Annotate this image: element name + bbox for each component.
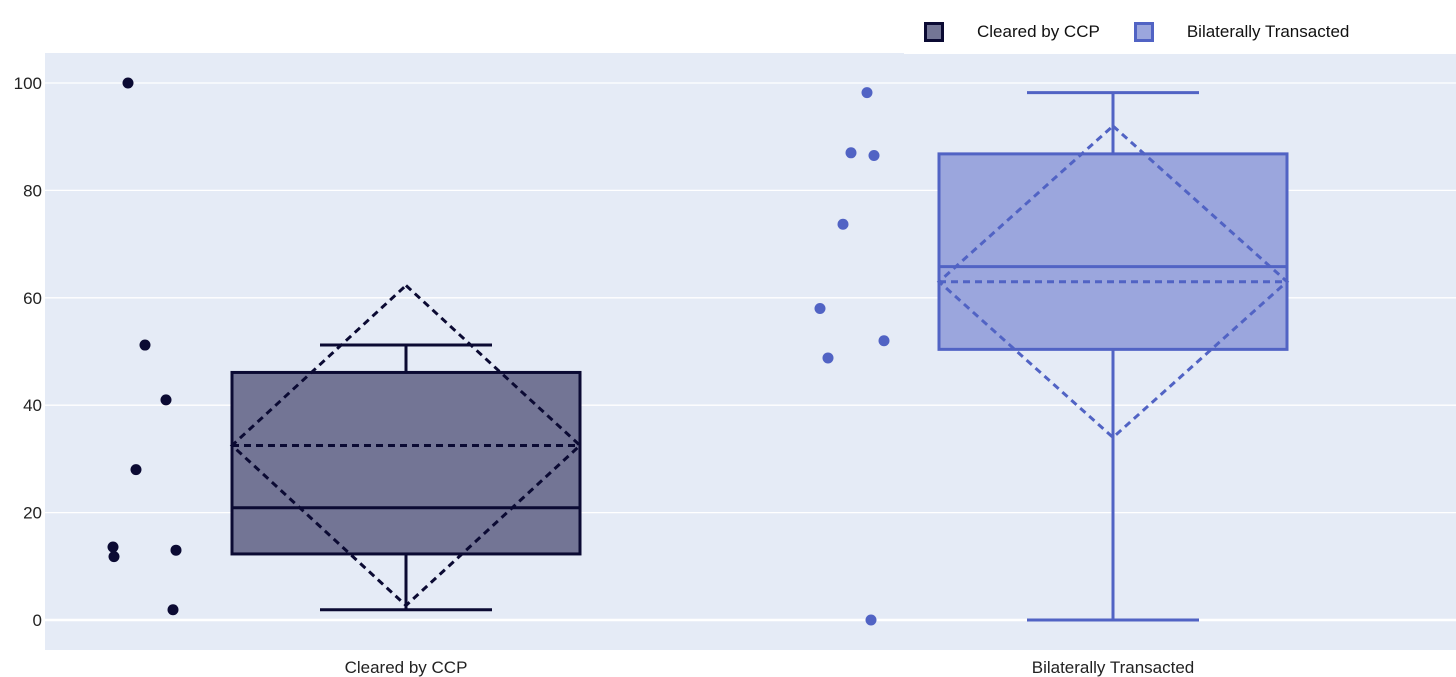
x-tick-label-0: Cleared by CCP: [345, 658, 468, 677]
legend-item-bilaterally-transacted[interactable]: Bilaterally Transacted: [1133, 22, 1350, 42]
data-point-0-4: [107, 541, 119, 553]
data-point-1-5: [822, 352, 834, 364]
data-point-1-4: [814, 303, 826, 315]
x-tick-label-1: Bilaterally Transacted: [1032, 658, 1195, 677]
legend-swatch-bilaterally-transacted: [1133, 22, 1154, 42]
data-point-0-2: [160, 394, 172, 406]
y-tick-label-0: 0: [33, 611, 42, 630]
legend-item-cleared-by-ccp[interactable]: Cleared by CCP: [924, 22, 1100, 42]
y-tick-label-80: 80: [23, 181, 42, 200]
y-axis-tick-labels: 0 20 40 60 80 100: [14, 74, 42, 630]
data-point-0-5: [108, 551, 120, 563]
y-tick-label-100: 100: [14, 74, 42, 93]
data-point-0-7: [167, 604, 179, 616]
y-tick-label-40: 40: [23, 396, 42, 415]
data-point-0-0: [122, 77, 134, 89]
legend-label-bilaterally-transacted: Bilaterally Transacted: [1186, 22, 1350, 41]
plot-background: [45, 53, 1456, 650]
data-point-0-6: [170, 544, 182, 556]
data-point-1-6: [878, 335, 890, 347]
data-point-1-2: [868, 149, 880, 161]
y-tick-label-60: 60: [23, 289, 42, 308]
box-iqr-1: [937, 152, 1289, 351]
box-series: [107, 77, 1290, 626]
legend-label-cleared-by-ccp: Cleared by CCP: [977, 22, 1100, 41]
data-point-1-0: [861, 87, 873, 99]
data-point-1-1: [845, 147, 857, 159]
legend: Cleared by CCP Bilaterally Transacted: [904, 10, 1456, 54]
data-point-1-3: [837, 218, 849, 230]
box-group-0: [107, 77, 583, 616]
x-axis-tick-labels: Cleared by CCP Bilaterally Transacted: [345, 658, 1195, 677]
sd-diamond-0: [229, 283, 583, 608]
data-point-1-7: [865, 614, 877, 626]
box-group-1: [814, 87, 1290, 626]
legend-swatch-cleared-by-ccp: [924, 22, 944, 42]
y-tick-label-20: 20: [23, 504, 42, 523]
data-point-0-3: [130, 464, 142, 476]
data-point-0-1: [139, 339, 151, 351]
box-iqr-0: [230, 370, 582, 556]
